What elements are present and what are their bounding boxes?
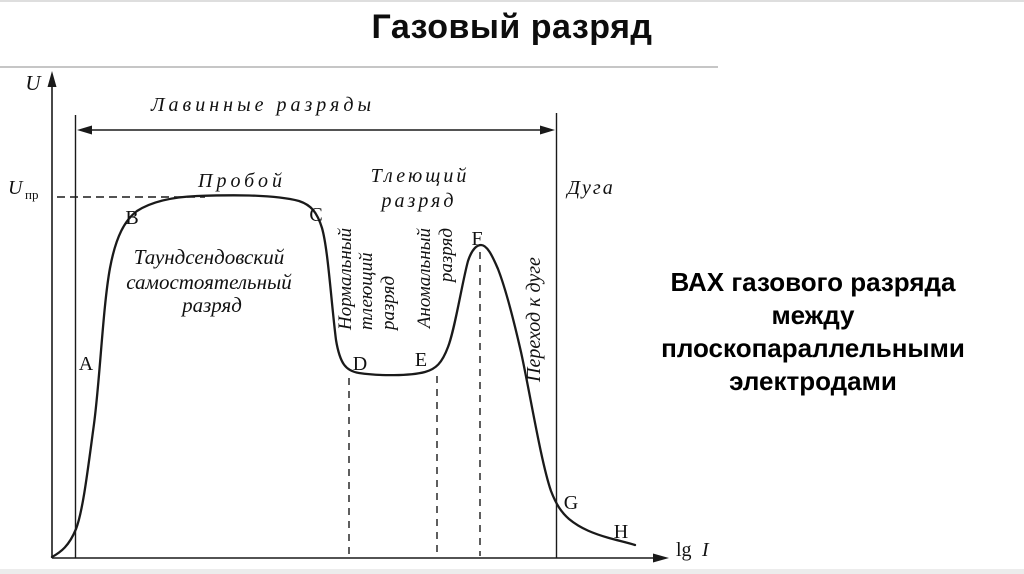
label-normal-glow-line1: Нормальный [335, 227, 356, 331]
y-axis-label: U [25, 71, 42, 95]
label-avalanche-discharges: Лавинные разряды [150, 94, 375, 116]
breakdown-voltage-symbol: U [8, 177, 24, 199]
avalanche-range-arrow-right-icon [540, 125, 555, 135]
label-glow-discharge-line2: разряд [380, 190, 457, 212]
point-label-d: D [353, 353, 367, 375]
title-separator [0, 66, 718, 68]
label-anomalous-line1: Аномальный [414, 228, 435, 331]
x-axis-label-lg: lg [676, 539, 692, 561]
point-label-a: A [79, 353, 94, 375]
x-axis-label-i: I [701, 539, 710, 561]
point-label-c: C [309, 204, 322, 226]
point-label-e: E [415, 349, 427, 371]
label-normal-glow-line3: разряд [378, 276, 399, 332]
label-townsend-line1: Таундсендовский [134, 245, 285, 269]
x-axis-arrow-icon [653, 553, 669, 563]
point-label-b: B [125, 207, 138, 229]
label-glow-discharge-line1: Тлеющий [371, 165, 470, 187]
avalanche-range-arrow-left-icon [77, 125, 92, 135]
y-axis-arrow-icon [47, 71, 57, 87]
point-label-f: F [471, 228, 482, 250]
page-title: Газовый разряд [371, 8, 653, 46]
caption-text: ВАХ газового разряда между плоскопаралле… [656, 266, 970, 398]
vac-curve [50, 194, 637, 559]
caption-line-3: плоскопараллельными [661, 333, 965, 363]
caption-line-1: ВАХ газового разряда [670, 267, 956, 297]
breakdown-voltage-subscript: пр [25, 187, 38, 202]
point-label-h: H [614, 521, 628, 543]
label-arc: Дуга [565, 177, 614, 199]
label-anomalous-line2: разряд [436, 228, 457, 284]
bottom-edge-strip [0, 569, 1024, 574]
caption-line-4: электродами [729, 366, 897, 396]
label-townsend-line3: разряд [180, 293, 242, 317]
label-townsend-line2: самостоятельный [126, 270, 292, 294]
top-edge-strip [0, 0, 1024, 2]
point-label-g: G [564, 492, 578, 514]
caption-line-2: между [771, 300, 855, 330]
label-breakdown: Пробой [197, 170, 286, 192]
label-normal-glow-line2: тлеющий [356, 252, 377, 330]
label-arc-transition: Переход к дуге [523, 257, 545, 383]
